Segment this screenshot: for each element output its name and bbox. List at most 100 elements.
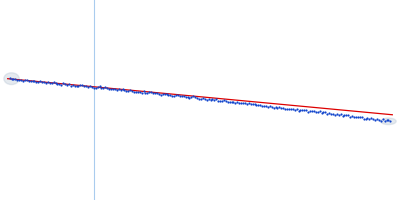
Point xyxy=(8,78,15,81)
Point xyxy=(236,101,242,105)
Point xyxy=(56,82,62,85)
Point xyxy=(87,85,93,88)
Point xyxy=(253,103,260,106)
Point xyxy=(270,106,277,109)
Point xyxy=(383,119,390,122)
Point xyxy=(171,94,177,97)
Point xyxy=(267,105,273,108)
Point xyxy=(123,90,130,93)
Point xyxy=(202,97,208,100)
Point xyxy=(169,94,176,97)
Point xyxy=(106,87,112,90)
Point xyxy=(186,96,193,99)
Point xyxy=(349,114,355,117)
Point xyxy=(263,105,269,108)
Point xyxy=(261,104,267,107)
Point xyxy=(114,89,120,92)
Point xyxy=(20,79,26,83)
Point xyxy=(119,88,126,91)
Point xyxy=(112,88,118,91)
Point xyxy=(96,85,103,88)
Point xyxy=(43,82,49,85)
Point xyxy=(94,86,101,89)
Point xyxy=(138,91,145,94)
Point xyxy=(156,92,162,96)
Point xyxy=(242,102,248,105)
Point xyxy=(6,76,13,80)
Point xyxy=(364,116,371,119)
Point xyxy=(79,83,86,87)
Point xyxy=(339,114,346,117)
Point xyxy=(190,95,196,98)
Point xyxy=(18,78,24,82)
Point xyxy=(14,78,20,82)
Point xyxy=(108,87,114,90)
Point xyxy=(374,117,380,120)
Point xyxy=(284,107,290,110)
Point xyxy=(48,82,55,85)
Point xyxy=(64,83,70,86)
Point xyxy=(288,108,294,111)
Point xyxy=(206,97,212,101)
Point xyxy=(294,108,300,111)
Point xyxy=(146,91,152,94)
Point xyxy=(72,85,78,88)
Point xyxy=(223,99,229,103)
Point xyxy=(182,95,189,98)
Point xyxy=(102,86,108,89)
Point xyxy=(338,113,344,116)
Point xyxy=(309,109,315,112)
Point xyxy=(330,113,336,116)
Point xyxy=(100,87,106,90)
Point xyxy=(387,119,394,123)
Point xyxy=(207,98,214,101)
Point xyxy=(320,111,327,114)
Point xyxy=(91,86,97,90)
Point xyxy=(152,92,158,95)
Point xyxy=(148,91,154,94)
Point xyxy=(39,80,45,84)
Point xyxy=(150,92,156,95)
Point xyxy=(244,102,250,105)
Point xyxy=(24,79,30,82)
Point xyxy=(299,108,306,111)
Point xyxy=(376,118,382,122)
Point xyxy=(77,83,84,87)
Point xyxy=(316,110,323,113)
Point xyxy=(142,91,149,94)
Point xyxy=(35,81,42,84)
Point xyxy=(228,100,235,103)
Point xyxy=(314,110,321,113)
Point xyxy=(230,101,237,104)
Point xyxy=(336,113,342,116)
Ellipse shape xyxy=(4,73,19,85)
Point xyxy=(83,84,89,87)
Point xyxy=(382,120,388,123)
Point xyxy=(305,110,311,113)
Point xyxy=(301,108,308,111)
Point xyxy=(70,83,76,86)
Point xyxy=(215,99,221,102)
Point xyxy=(278,106,284,110)
Point xyxy=(175,94,181,97)
Point xyxy=(274,106,281,109)
Point xyxy=(347,115,354,118)
Point xyxy=(360,117,367,120)
Point xyxy=(144,91,150,94)
Point xyxy=(75,85,82,88)
Point xyxy=(366,117,372,120)
Point xyxy=(268,106,275,109)
Point xyxy=(180,95,187,98)
Point xyxy=(358,116,365,119)
Point xyxy=(184,95,191,99)
Point xyxy=(259,104,265,107)
Point xyxy=(295,109,302,112)
Point xyxy=(282,107,288,110)
Point xyxy=(353,115,359,118)
Point xyxy=(213,98,220,101)
Point xyxy=(26,79,32,83)
Point xyxy=(167,94,174,97)
Point xyxy=(250,103,256,106)
Point xyxy=(326,112,332,115)
Point xyxy=(246,102,252,105)
